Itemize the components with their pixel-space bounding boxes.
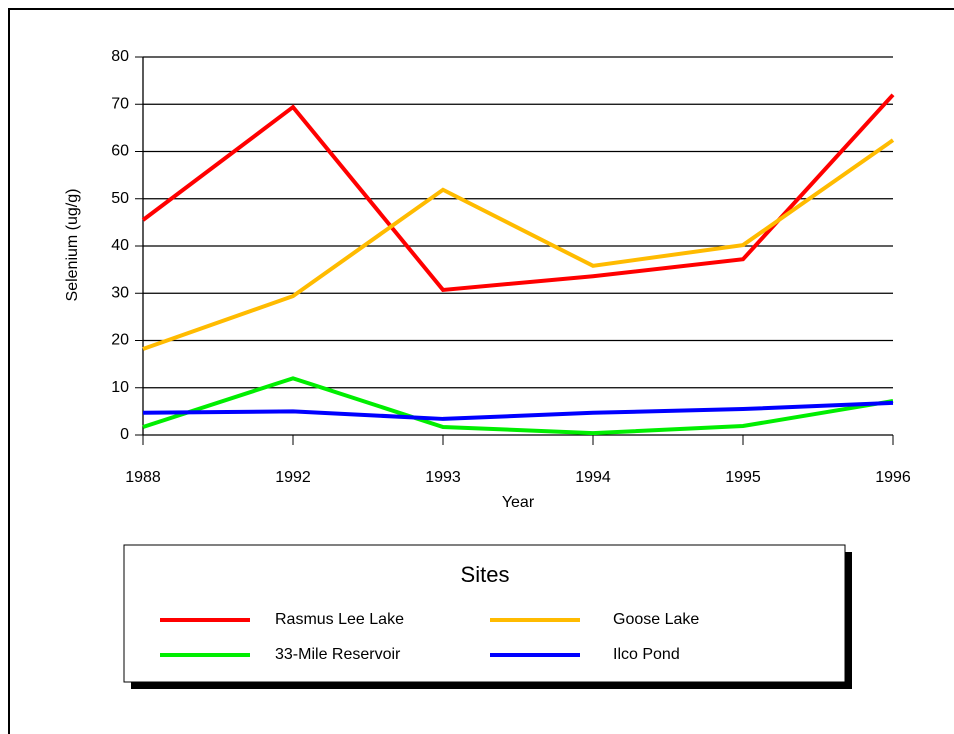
x-tick-label: 1995 — [725, 469, 761, 486]
y-tick-label: 20 — [111, 332, 129, 349]
y-tick-label: 40 — [111, 237, 129, 254]
x-tick-label: 1992 — [275, 469, 311, 486]
series-line — [142, 138, 895, 351]
y-tick-label: 10 — [111, 379, 129, 396]
legend-label: Goose Lake — [613, 611, 699, 628]
legend-label: Rasmus Lee Lake — [275, 611, 404, 628]
series-line — [142, 400, 894, 421]
y-axis-label: Selenium (ug/g) — [64, 189, 81, 302]
x-tick-label: 1993 — [425, 469, 461, 486]
y-tick-label: 70 — [111, 95, 129, 112]
y-tick-label: 60 — [111, 143, 129, 160]
series-line — [141, 93, 895, 293]
x-tick-label: 1994 — [575, 469, 611, 486]
x-tick-label: 1996 — [875, 469, 911, 486]
x-axis-label: Year — [502, 494, 535, 511]
y-tick-label: 30 — [111, 284, 129, 301]
series-line — [142, 376, 894, 436]
x-tick-label: 1988 — [125, 469, 161, 486]
legend-box — [123, 544, 846, 683]
frame — [8, 8, 954, 734]
legend-label: Ilco Pond — [613, 646, 680, 663]
y-tick-label: 50 — [111, 190, 129, 207]
y-tick-label: 80 — [111, 48, 129, 65]
y-tick-label: 0 — [120, 426, 129, 443]
legend-label: 33-Mile Reservoir — [275, 646, 401, 663]
legend-title: Sites — [461, 562, 510, 587]
